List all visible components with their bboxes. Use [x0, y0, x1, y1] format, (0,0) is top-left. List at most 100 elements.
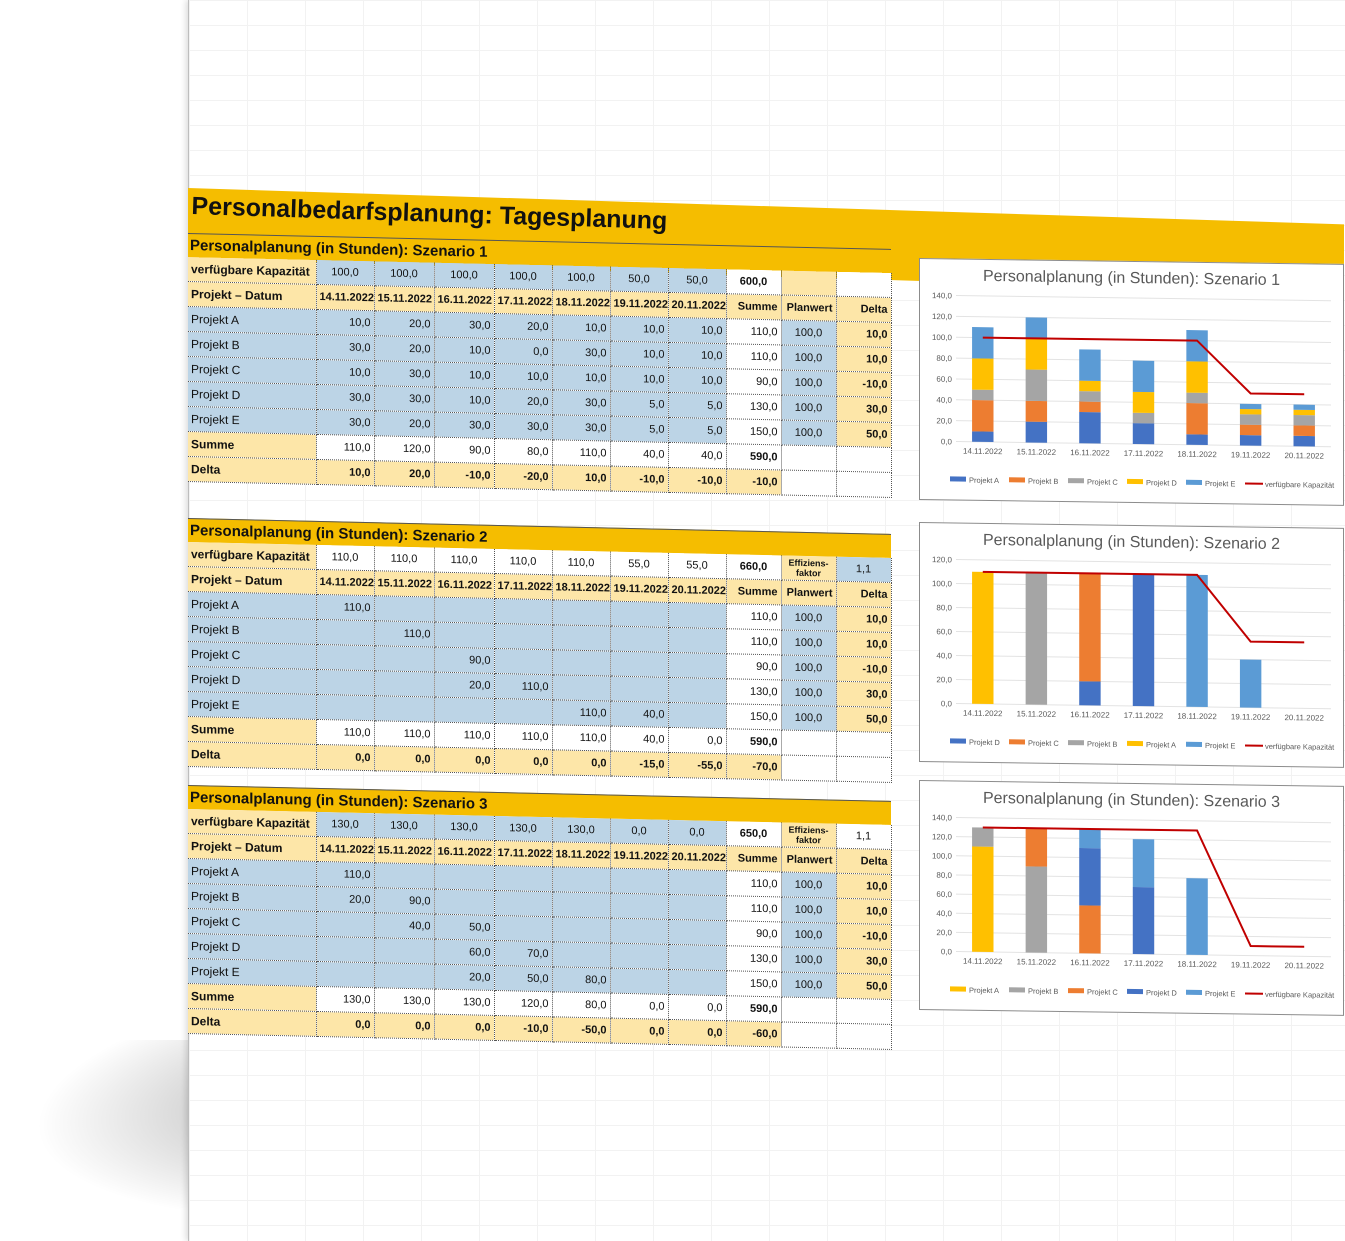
hours-cell[interactable]: 10,0: [610, 341, 668, 368]
hours-cell[interactable]: 10,0: [494, 363, 552, 390]
hours-cell[interactable]: 30,0: [494, 413, 552, 440]
hours-cell[interactable]: [610, 968, 668, 995]
hours-cell[interactable]: [668, 969, 726, 996]
planwert-cell[interactable]: 100,0: [781, 604, 836, 632]
hours-cell[interactable]: 0,0: [494, 338, 552, 365]
capacity-cell[interactable]: 100,0: [374, 261, 434, 288]
hours-cell[interactable]: [610, 918, 668, 945]
hours-cell[interactable]: [316, 694, 374, 721]
hours-cell[interactable]: [668, 627, 726, 654]
hours-cell[interactable]: [374, 962, 434, 990]
hours-cell[interactable]: [552, 891, 610, 919]
hours-cell[interactable]: [610, 893, 668, 920]
hours-cell[interactable]: 30,0: [434, 312, 494, 339]
capacity-cell[interactable]: 110,0: [434, 547, 494, 574]
hours-cell[interactable]: [434, 864, 494, 891]
chart-3[interactable]: Personalplanung (in Stunden): Szenario 3…: [919, 780, 1344, 1016]
hours-cell[interactable]: 10,0: [668, 342, 726, 369]
planwert-cell[interactable]: 100,0: [781, 369, 836, 397]
hours-cell[interactable]: [668, 652, 726, 679]
hours-cell[interactable]: [668, 677, 726, 704]
hours-cell[interactable]: 10,0: [316, 309, 374, 336]
hours-cell[interactable]: 10,0: [610, 366, 668, 393]
capacity-sum[interactable]: 660,0: [726, 554, 781, 580]
planwert-cell[interactable]: 100,0: [781, 344, 836, 372]
hours-cell[interactable]: [434, 597, 494, 624]
hours-cell[interactable]: 10,0: [668, 317, 726, 344]
hours-cell[interactable]: 5,0: [668, 392, 726, 419]
hours-cell[interactable]: 90,0: [434, 647, 494, 674]
planwert-cell[interactable]: 100,0: [781, 394, 836, 422]
hours-cell[interactable]: 10,0: [552, 364, 610, 392]
planwert-cell[interactable]: 100,0: [781, 679, 836, 707]
capacity-cell[interactable]: 130,0: [494, 815, 552, 842]
planwert-cell[interactable]: 100,0: [781, 319, 836, 347]
hours-cell[interactable]: 110,0: [494, 673, 552, 700]
hours-cell[interactable]: 30,0: [374, 360, 434, 388]
hours-cell[interactable]: [494, 698, 552, 725]
hours-cell[interactable]: [316, 669, 374, 696]
hours-cell[interactable]: 70,0: [494, 940, 552, 967]
capacity-cell[interactable]: 110,0: [374, 546, 434, 573]
hours-cell[interactable]: 30,0: [434, 412, 494, 439]
capacity-cell[interactable]: 0,0: [610, 818, 668, 845]
hours-cell[interactable]: [610, 676, 668, 703]
hours-cell[interactable]: 30,0: [552, 389, 610, 417]
chart-2[interactable]: Personalplanung (in Stunden): Szenario 2…: [919, 522, 1344, 768]
hours-cell[interactable]: [494, 623, 552, 650]
hours-cell[interactable]: [610, 626, 668, 653]
planwert-cell[interactable]: 100,0: [781, 921, 836, 949]
capacity-cell[interactable]: 55,0: [610, 551, 668, 578]
hours-cell[interactable]: [610, 943, 668, 970]
planwert-cell[interactable]: 100,0: [781, 946, 836, 974]
hours-cell[interactable]: 5,0: [610, 416, 668, 443]
hours-cell[interactable]: 10,0: [552, 314, 610, 342]
hours-cell[interactable]: 90,0: [374, 887, 434, 915]
hours-cell[interactable]: [316, 911, 374, 938]
capacity-cell[interactable]: 100,0: [434, 262, 494, 289]
chart-1[interactable]: Personalplanung (in Stunden): Szenario 1…: [919, 258, 1344, 506]
efficiency-value[interactable]: 1,1: [836, 823, 891, 850]
hours-cell[interactable]: [494, 648, 552, 675]
capacity-cell[interactable]: 130,0: [434, 814, 494, 841]
capacity-cell[interactable]: 110,0: [494, 548, 552, 575]
hours-cell[interactable]: [434, 697, 494, 724]
hours-cell[interactable]: [668, 702, 726, 729]
hours-cell[interactable]: 40,0: [610, 701, 668, 728]
hours-cell[interactable]: 10,0: [610, 316, 668, 343]
capacity-cell[interactable]: 50,0: [668, 267, 726, 294]
hours-cell[interactable]: [374, 595, 434, 623]
hours-cell[interactable]: [668, 602, 726, 629]
hours-cell[interactable]: [494, 915, 552, 942]
hours-cell[interactable]: 10,0: [434, 387, 494, 414]
capacity-cell[interactable]: 0,0: [668, 819, 726, 846]
hours-cell[interactable]: [316, 936, 374, 963]
capacity-cell[interactable]: 110,0: [316, 544, 374, 571]
hours-cell[interactable]: 30,0: [316, 409, 374, 436]
hours-cell[interactable]: 20,0: [494, 313, 552, 340]
planwert-cell[interactable]: 100,0: [781, 629, 836, 657]
hours-cell[interactable]: 110,0: [316, 594, 374, 621]
hours-cell[interactable]: 80,0: [552, 966, 610, 994]
hours-cell[interactable]: 10,0: [434, 362, 494, 389]
hours-cell[interactable]: 10,0: [434, 337, 494, 364]
planwert-cell[interactable]: 100,0: [781, 896, 836, 924]
capacity-cell[interactable]: 130,0: [316, 811, 374, 838]
hours-cell[interactable]: [552, 649, 610, 677]
capacity-cell[interactable]: 110,0: [552, 550, 610, 577]
hours-cell[interactable]: 20,0: [316, 886, 374, 913]
hours-cell[interactable]: 50,0: [434, 914, 494, 941]
hours-cell[interactable]: [668, 869, 726, 896]
hours-cell[interactable]: [668, 919, 726, 946]
hours-cell[interactable]: [316, 644, 374, 671]
hours-cell[interactable]: 5,0: [668, 417, 726, 444]
hours-cell[interactable]: 20,0: [374, 335, 434, 363]
hours-cell[interactable]: [552, 674, 610, 702]
capacity-cell[interactable]: 130,0: [374, 813, 434, 840]
planwert-cell[interactable]: 100,0: [781, 419, 836, 447]
capacity-cell[interactable]: 100,0: [552, 265, 610, 292]
hours-cell[interactable]: [552, 866, 610, 894]
hours-cell[interactable]: [610, 651, 668, 678]
capacity-cell[interactable]: 100,0: [316, 259, 374, 286]
hours-cell[interactable]: [610, 868, 668, 895]
